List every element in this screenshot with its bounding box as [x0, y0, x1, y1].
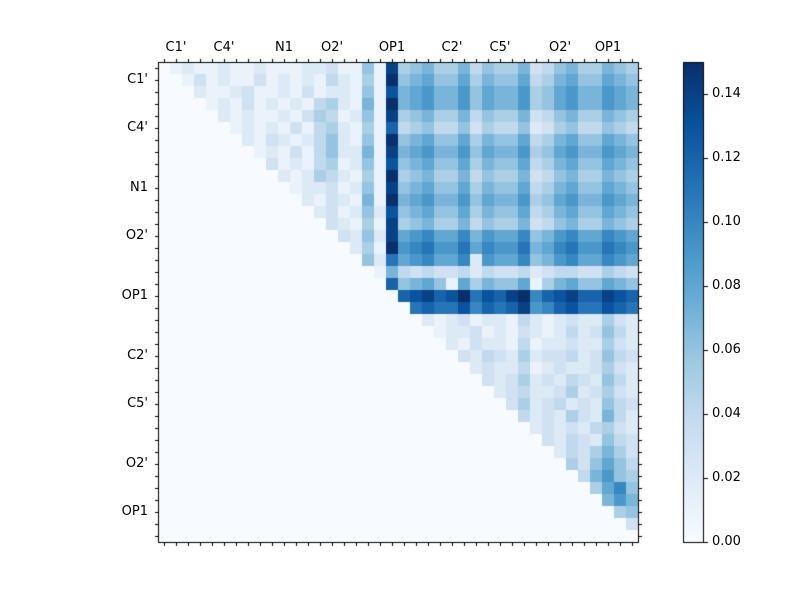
x-tick-label-4: OP1 [378, 40, 406, 55]
x-tick-label-6: C5' [489, 40, 511, 55]
y-tick-label-2: N1 [130, 180, 148, 195]
y-tick-label-0: C1' [127, 72, 148, 87]
x-tick-label-3: O2' [320, 40, 344, 55]
y-tick-label-7: O2' [125, 456, 148, 471]
y-tick-label-6: C5' [127, 396, 148, 411]
y-tick-label-4: OP1 [121, 288, 148, 303]
colorbar-tick-label-3: 0.06 [712, 342, 741, 357]
y-tick-label-5: C2' [127, 348, 148, 363]
colorbar-tick-label-4: 0.08 [712, 278, 741, 293]
colorbar-tick-label-1: 0.02 [712, 470, 741, 485]
colorbar-tick-label-7: 0.14 [712, 86, 741, 101]
x-tick-label-2: N1 [275, 40, 293, 55]
x-tick-label-5: C2' [441, 40, 463, 55]
y-tick-label-1: C4' [127, 120, 148, 135]
colorbar-tick-label-0: 0.00 [712, 534, 741, 549]
x-tick-label-7: O2' [548, 40, 572, 55]
y-tick-label-8: OP1 [121, 504, 148, 519]
y-tick-label-3: O2' [125, 228, 148, 243]
x-tick-label-1: C4' [213, 40, 235, 55]
colorbar-tick-label-6: 0.12 [712, 150, 741, 165]
x-tick-label-8: OP1 [594, 40, 622, 55]
x-tick-label-0: C1' [165, 40, 187, 55]
colorbar-tick-label-2: 0.04 [712, 406, 741, 421]
colorbar-tick-label-5: 0.10 [712, 214, 741, 229]
